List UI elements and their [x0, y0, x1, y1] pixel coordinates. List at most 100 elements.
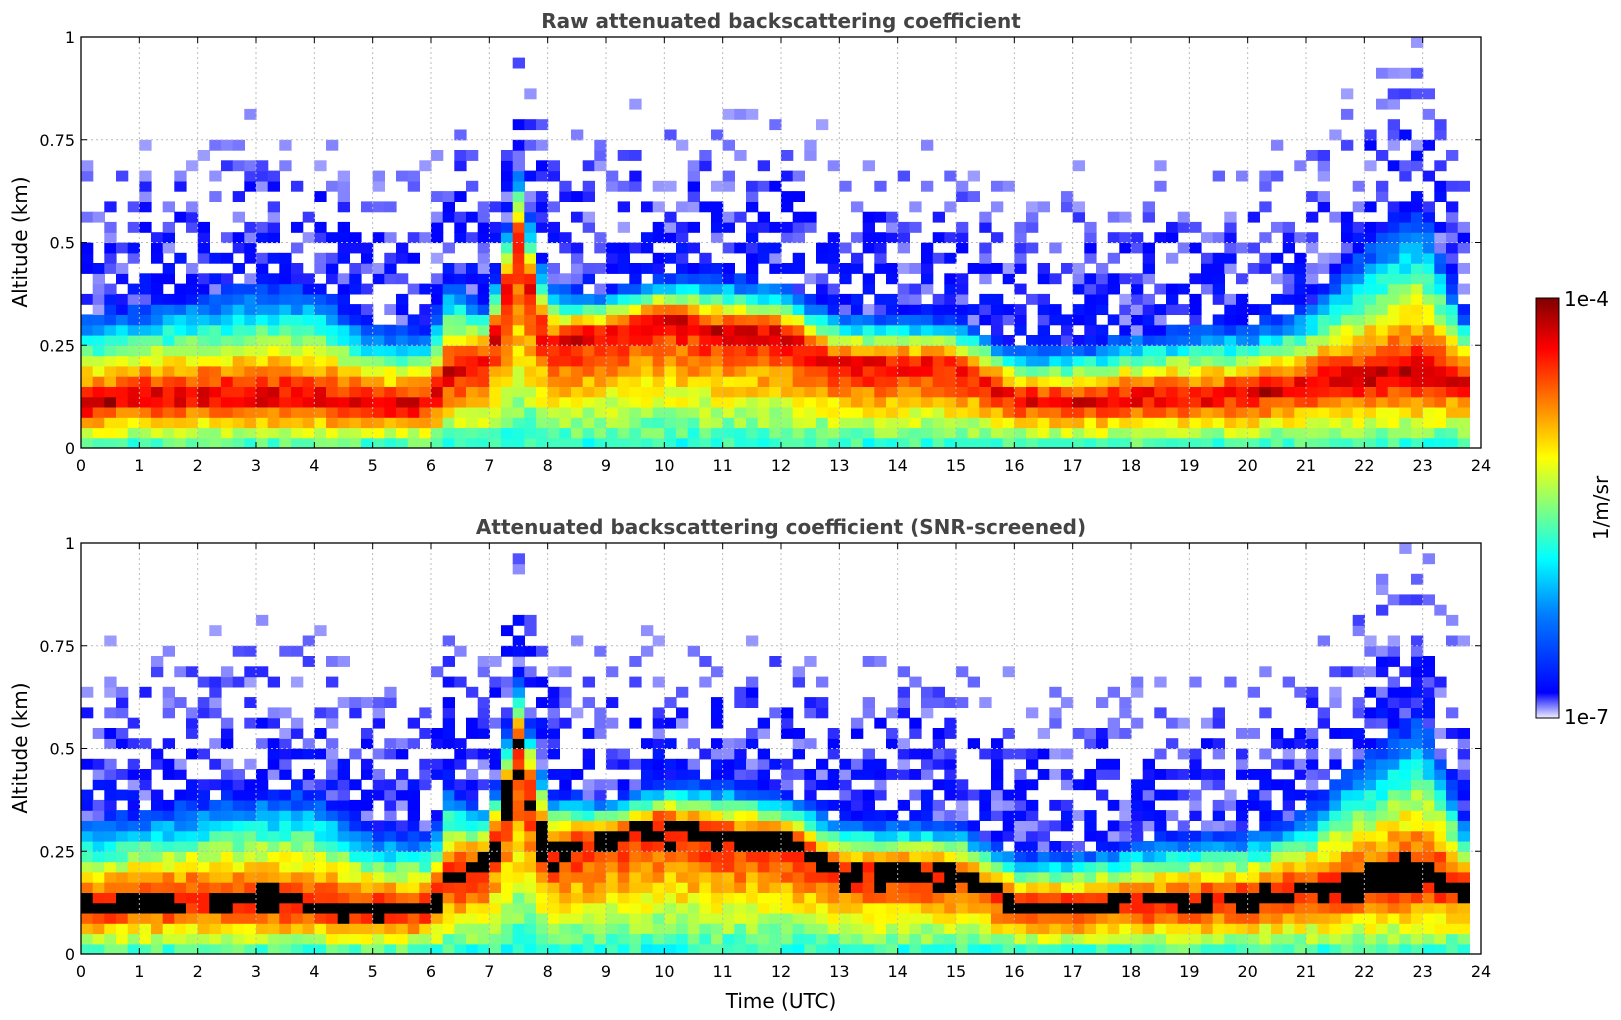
heatmap-cell — [1072, 376, 1085, 387]
heatmap-cell — [1387, 98, 1400, 110]
heatmap-cell — [734, 789, 747, 801]
heatmap-cell — [337, 170, 350, 182]
heatmap-cell — [512, 841, 525, 852]
heatmap-cell — [1201, 273, 1214, 285]
heatmap-cell — [1387, 119, 1400, 131]
heatmap-cell — [466, 283, 479, 295]
heatmap-cell — [991, 365, 1004, 377]
heatmap-cell — [524, 666, 537, 678]
heatmap-cell — [1306, 912, 1319, 924]
heatmap-cell — [1387, 314, 1400, 326]
heatmap-cell — [757, 923, 770, 935]
heatmap-cell — [116, 406, 129, 418]
heatmap-cell — [792, 748, 805, 760]
heatmap-cell — [232, 406, 245, 418]
heatmap-cell — [256, 830, 269, 842]
heatmap-cell — [326, 273, 339, 285]
heatmap-cell — [1107, 406, 1120, 418]
heatmap-cell — [571, 851, 584, 863]
heatmap-cell — [1107, 427, 1120, 439]
heatmap-cell — [372, 820, 385, 832]
heatmap-cell — [839, 758, 852, 770]
heatmap-cell — [512, 830, 525, 842]
heatmap-cell — [1049, 365, 1062, 377]
heatmap-cell — [221, 923, 234, 935]
heatmap-cell — [1271, 376, 1284, 387]
heatmap-cell — [1142, 376, 1155, 387]
heatmap-cell — [536, 314, 549, 326]
heatmap-cell — [127, 789, 140, 801]
heatmap-cell — [1072, 923, 1085, 935]
heatmap-cell — [606, 376, 619, 387]
heatmap-cell — [582, 902, 595, 914]
heatmap-cell — [897, 345, 910, 357]
heatmap-cell — [151, 789, 164, 801]
heatmap-cell — [419, 376, 432, 387]
heatmap-cell — [991, 769, 1004, 780]
heatmap-cell — [396, 304, 409, 315]
heatmap-cell — [734, 211, 747, 223]
heatmap-cell — [431, 376, 444, 387]
heatmap-cell — [361, 912, 374, 924]
heatmap-cell — [781, 201, 794, 213]
heatmap-cell — [862, 386, 875, 398]
heatmap-cell — [442, 738, 455, 750]
heatmap-cell — [291, 376, 304, 387]
heatmap-cell — [442, 841, 455, 852]
heatmap-cell — [1212, 437, 1225, 448]
heatmap-cell — [466, 293, 479, 305]
heatmap-cell — [1294, 861, 1307, 873]
heatmap-cell — [757, 314, 770, 326]
heatmap-cell — [1341, 851, 1354, 863]
heatmap-cell — [116, 376, 129, 387]
heatmap-cell — [781, 758, 794, 770]
heatmap-cell — [816, 707, 829, 719]
heatmap-cell — [1364, 160, 1377, 172]
heatmap-cell — [547, 707, 560, 719]
heatmap-cell — [1411, 304, 1424, 315]
heatmap-cell — [1072, 355, 1085, 367]
heatmap-cell — [501, 912, 514, 924]
heatmap-cell — [897, 861, 910, 873]
heatmap-cell — [582, 841, 595, 852]
heatmap-cell — [664, 335, 677, 346]
heatmap-cell — [582, 324, 595, 336]
heatmap-cell — [676, 799, 689, 811]
x-tick-label: 11 — [712, 456, 732, 475]
heatmap-cell — [734, 293, 747, 305]
heatmap-cell — [1201, 717, 1214, 729]
heatmap-cell — [174, 417, 187, 429]
heatmap-cell — [1271, 902, 1284, 914]
heatmap-cell — [1341, 820, 1354, 832]
heatmap-cell — [454, 355, 467, 367]
heatmap-cell — [967, 191, 980, 202]
heatmap-cell — [851, 830, 864, 842]
heatmap-cell — [571, 242, 584, 254]
heatmap-cell — [1364, 406, 1377, 418]
heatmap-cell — [186, 943, 199, 954]
heatmap-cell — [361, 830, 374, 842]
heatmap-cell — [372, 861, 385, 873]
heatmap-cell — [232, 139, 245, 151]
heatmap-cell — [967, 892, 980, 904]
heatmap-cell — [442, 933, 455, 945]
heatmap-cell — [547, 799, 560, 811]
heatmap-cell — [827, 882, 840, 893]
heatmap-cell — [454, 293, 467, 305]
heatmap-cell — [606, 242, 619, 254]
heatmap-cell — [1352, 417, 1365, 429]
heatmap-cell — [279, 314, 292, 326]
heatmap-cell — [1236, 427, 1249, 439]
heatmap-cell — [1201, 232, 1214, 244]
heatmap-cell — [1166, 221, 1179, 233]
heatmap-cell — [186, 386, 199, 398]
heatmap-cell — [221, 314, 234, 326]
heatmap-cell — [816, 293, 829, 305]
heatmap-cell — [536, 211, 549, 223]
heatmap-cell — [501, 324, 514, 336]
heatmap-cell — [209, 170, 222, 182]
heatmap-cell — [1329, 882, 1342, 893]
heatmap-cell — [792, 324, 805, 336]
heatmap-cell — [489, 882, 502, 893]
heatmap-cell — [1329, 417, 1342, 429]
